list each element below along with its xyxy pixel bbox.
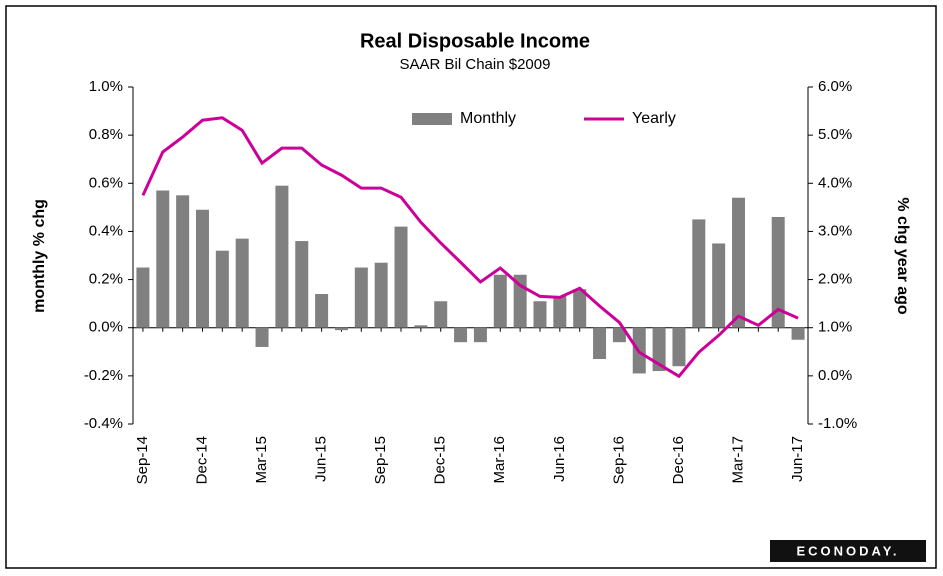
x-tick-label: Dec-16 <box>670 436 687 484</box>
bar <box>394 226 408 328</box>
bar <box>791 327 805 340</box>
bar <box>354 267 368 328</box>
bar <box>136 267 150 328</box>
y2-tick-label: 0.0% <box>818 367 852 384</box>
x-tick-label: Jun-17 <box>789 436 806 482</box>
x-tick-label: Jun-16 <box>551 436 568 482</box>
bar <box>612 327 626 343</box>
y-tick-label: -0.2% <box>84 367 123 384</box>
y2-tick-label: 4.0% <box>818 174 852 191</box>
bar <box>374 262 388 328</box>
bar <box>593 327 607 360</box>
bar <box>156 190 170 328</box>
y-tick-label: 0.8% <box>89 126 123 143</box>
logo: ECONODAY. <box>796 543 899 558</box>
y-axis-label: monthly % chg <box>31 199 48 313</box>
bar <box>315 294 329 328</box>
bar <box>652 327 666 372</box>
bar <box>235 238 249 328</box>
bar <box>473 327 487 343</box>
x-tick-label: Jun-15 <box>313 436 330 482</box>
bar <box>334 327 348 331</box>
x-tick-label: Dec-15 <box>432 436 449 484</box>
bar <box>275 185 289 328</box>
bar <box>295 241 309 328</box>
y-tick-label: -0.4% <box>84 415 123 432</box>
x-tick-label: Dec-14 <box>193 436 210 484</box>
bar <box>771 216 785 328</box>
y-tick-label: 1.0% <box>89 78 123 95</box>
bar <box>176 195 190 328</box>
y2-tick-label: -1.0% <box>818 415 857 432</box>
line <box>141 116 799 379</box>
bar <box>692 219 706 328</box>
x-tick-label: Sep-15 <box>372 436 389 484</box>
bar <box>553 296 567 328</box>
bar <box>195 209 209 328</box>
y2-tick-label: 2.0% <box>818 271 852 288</box>
y-tick-label: 0.6% <box>89 174 123 191</box>
logo-box <box>770 540 926 562</box>
chart-title: Real Disposable Income <box>360 30 590 52</box>
bar <box>533 301 547 328</box>
y2-tick-label: 1.0% <box>818 319 852 336</box>
bar <box>434 301 448 328</box>
chart-subtitle: SAAR Bil Chain $2009 <box>400 56 551 73</box>
x-tick-label: Sep-16 <box>610 436 627 484</box>
y2-tick-label: 6.0% <box>818 78 852 95</box>
y2-axis-label: % chg year ago <box>894 197 911 315</box>
x-tick-label: Mar-15 <box>253 436 270 484</box>
y-tick-label: 0.4% <box>89 222 123 239</box>
bar <box>712 243 726 328</box>
bar <box>672 327 686 367</box>
bar <box>255 327 269 347</box>
bar <box>215 250 229 328</box>
legend-label: Monthly <box>460 110 516 127</box>
x-tick-label: Mar-16 <box>491 436 508 484</box>
x-tick-label: Sep-14 <box>134 436 151 484</box>
bar <box>732 197 746 328</box>
y2-tick-label: 3.0% <box>818 222 852 239</box>
y2-tick-label: 5.0% <box>818 126 852 143</box>
bar <box>493 274 507 328</box>
bar <box>414 325 428 328</box>
y-tick-label: 0.0% <box>89 319 123 336</box>
bar <box>454 327 468 343</box>
legend-label: Yearly <box>632 110 676 127</box>
legend-swatch <box>412 113 452 125</box>
bar <box>573 289 587 328</box>
x-tick-label: Mar-17 <box>729 436 746 484</box>
y-tick-label: 0.2% <box>89 271 123 288</box>
